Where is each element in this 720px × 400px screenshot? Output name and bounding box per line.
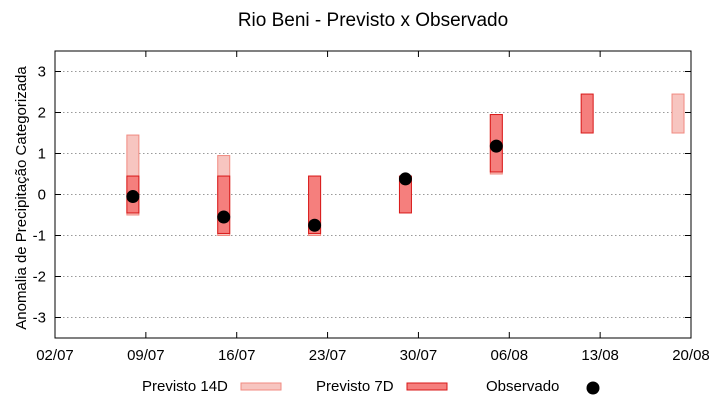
chart-title: Rio Beni - Previsto x Observado — [238, 10, 508, 31]
series-previsto-7d — [126, 93, 594, 234]
y-tick-label: -3 — [33, 310, 46, 327]
y-tick-label: 1 — [38, 146, 46, 163]
series-previsto-14d — [126, 93, 685, 237]
grid — [55, 71, 691, 318]
legend-swatch — [406, 382, 448, 391]
y-tick-label: -2 — [33, 269, 46, 286]
y-tick-label: -1 — [33, 228, 46, 245]
bar-previsto-7d — [580, 93, 594, 134]
legend-label: Observado — [486, 378, 559, 395]
y-tick-label: 3 — [38, 64, 46, 81]
x-axis: 02/07 09/07 16/07 23/07 30/07 06/08 13/08 20/08 — [36, 51, 710, 364]
legend: Previsto 14D Previsto 7D Observado — [142, 378, 600, 395]
series-observado — [126, 139, 503, 232]
legend-label: Previsto 14D — [142, 378, 228, 395]
point-observado — [398, 172, 412, 186]
x-tick-label: 13/08 — [581, 347, 619, 364]
x-tick-label: 30/07 — [400, 347, 438, 364]
bar-previsto-7d — [217, 175, 231, 234]
y-axis-label: Anomalia de Precipitação Categorizada — [13, 66, 30, 330]
x-tick-label: 20/08 — [672, 347, 710, 364]
legend-swatch — [586, 381, 600, 395]
x-tick-label: 16/07 — [218, 347, 256, 364]
y-tick-label: 0 — [38, 187, 46, 204]
bar-previsto-14d — [671, 93, 685, 134]
x-tick-label: 09/07 — [127, 347, 165, 364]
x-tick-label: 02/07 — [36, 347, 74, 364]
y-axis: 3 2 1 0 -1 -2 -3 — [33, 64, 691, 327]
point-observado — [126, 190, 140, 204]
x-tick-label: 06/08 — [491, 347, 529, 364]
point-observado — [308, 218, 322, 232]
point-observado — [489, 139, 503, 153]
y-tick-label: 2 — [38, 105, 46, 122]
bar-previsto-7d — [308, 175, 322, 234]
legend-label: Previsto 7D — [316, 378, 394, 395]
legend-swatch — [240, 382, 282, 391]
x-tick-label: 23/07 — [309, 347, 347, 364]
point-observado — [217, 210, 231, 224]
